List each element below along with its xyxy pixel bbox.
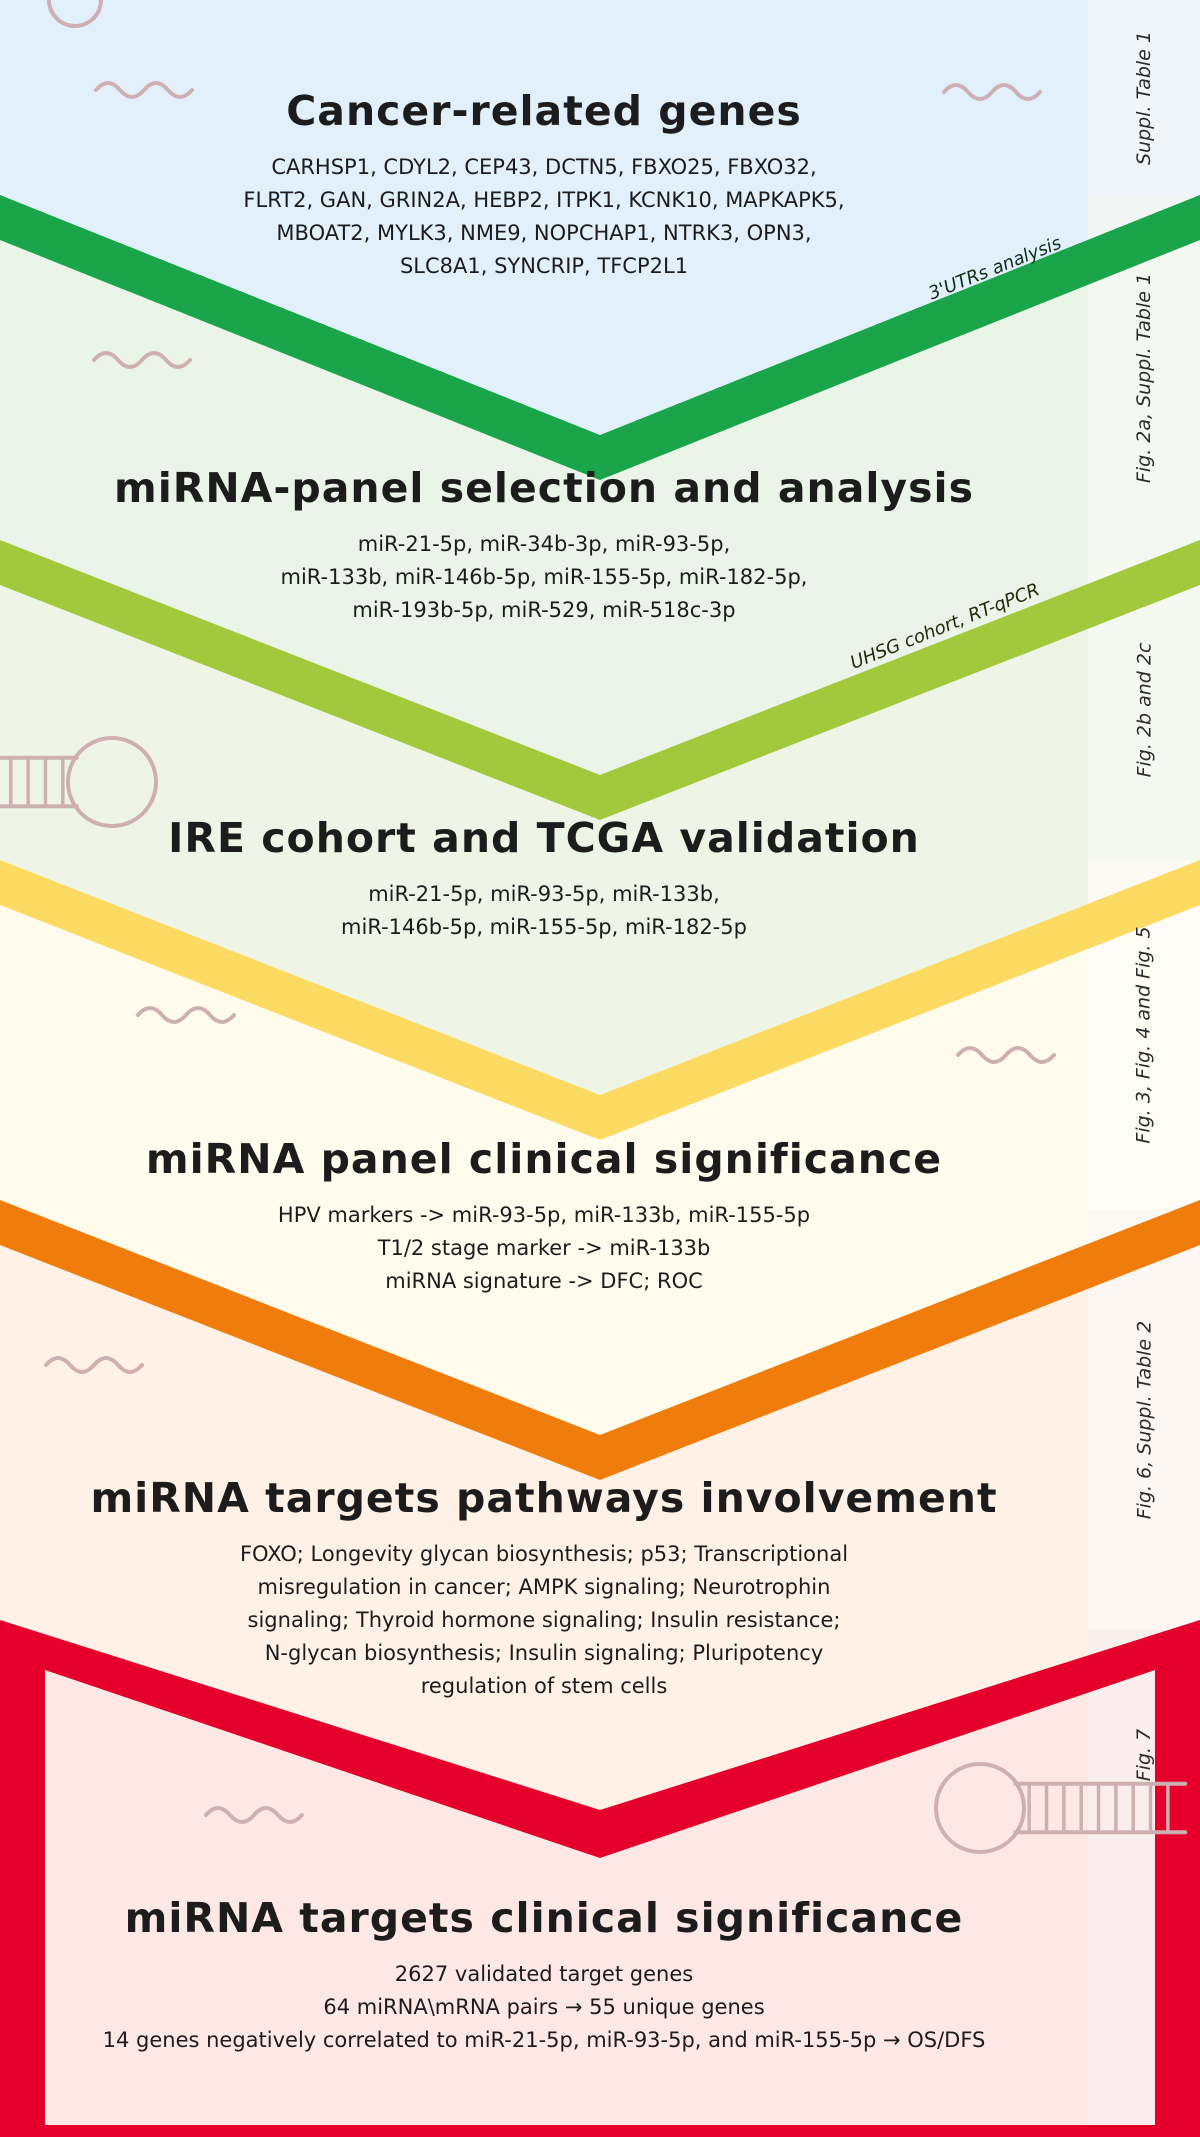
side-reference-text: Fig. 7 — [1133, 1728, 1155, 1782]
side-reference-text: Fig. 2a, Suppl. Table 1 — [1133, 272, 1155, 483]
side-reference-label: Fig. 2a, Suppl. Table 1 — [1088, 195, 1200, 560]
squiggle-decoration — [942, 83, 1042, 101]
stage-detail-line: 14 genes negatively correlated to miR-21… — [102, 2028, 986, 2052]
stage-detail-line: N-glycan biosynthesis; Insulin signaling… — [264, 1641, 824, 1665]
side-reference-text: Fig. 6, Suppl. Table 2 — [1133, 1320, 1156, 1520]
stage-detail-line: miR-133b, miR-146b-5p, miR-155-5p, miR-1… — [280, 565, 808, 589]
stage-title: miRNA targets pathways involvement — [90, 1474, 998, 1522]
squiggle-decoration — [94, 81, 194, 99]
side-reference-text: Fig. 3, Fig. 4 and Fig. 5 — [1133, 926, 1155, 1144]
stage-block: IRE cohort and TCGA validation miR-21-5p,… — [0, 812, 1088, 944]
hairpin-loop — [66, 736, 158, 828]
stage-details: FOXO; Longevity glycan biosynthesis; p53… — [0, 1538, 1088, 1703]
side-reference-label: Fig. 2b and 2c — [1088, 560, 1200, 860]
stage-detail-line: misregulation in cancer; AMPK signaling;… — [257, 1575, 831, 1599]
stage-detail-line: miR-21-5p, miR-34b-3p, miR-93-5p, — [357, 532, 731, 556]
side-reference-text: Fig. 2b and 2c — [1133, 642, 1156, 778]
stage-details: miR-21-5p, miR-93-5p, miR-133b, miR-146b-… — [0, 878, 1088, 944]
final-stage-frame — [0, 1620, 1200, 2137]
side-reference-label: Suppl. Table 1 — [1088, 0, 1200, 195]
stage-details: miR-21-5p, miR-34b-3p, miR-93-5p, miR-133… — [0, 528, 1088, 627]
stage-detail-line: miR-146b-5p, miR-155-5p, miR-182-5p — [341, 915, 747, 939]
stage-detail-line: SLC8A1, SYNCRIP, TFCP2L1 — [399, 254, 689, 278]
side-reference-label: Fig. 6, Suppl. Table 2 — [1088, 1210, 1200, 1630]
stage-detail-line: miRNA signature -> DFC; ROC — [385, 1269, 703, 1293]
stage-detail-line: FOXO; Longevity glycan biosynthesis; p53… — [239, 1542, 849, 1566]
stage-title: Cancer-related genes — [286, 87, 802, 135]
stage-title: miRNA targets clinical significance — [124, 1894, 964, 1942]
squiggle-decoration — [956, 1046, 1056, 1064]
stage-detail-line: 2627 validated target genes — [394, 1962, 694, 1986]
stage-detail-line: regulation of stem cells — [420, 1674, 668, 1698]
stage-title: IRE cohort and TCGA validation — [168, 814, 920, 862]
squiggle-decoration — [92, 351, 192, 369]
hairpin-loop — [47, 0, 103, 28]
stage-detail-line: 64 miRNA\mRNA pairs → 55 unique genes — [323, 1995, 765, 2019]
side-reference-label: Fig. 7 — [1088, 1630, 1200, 1880]
squiggle-decoration — [136, 1006, 236, 1024]
stage-detail-line: miR-21-5p, miR-93-5p, miR-133b, — [368, 882, 720, 906]
side-column-band — [1088, 0, 1200, 195]
stage-block: miRNA-panel selection and analysis miR-21… — [0, 462, 1088, 627]
rna-hairpin-decoration — [0, 736, 158, 828]
hairpin-loop — [934, 1762, 1026, 1854]
stage-details: HPV markers -> miR-93-5p, miR-133b, miR-… — [0, 1199, 1088, 1298]
stage-detail-line: signaling; Thyroid hormone signaling; In… — [247, 1608, 841, 1632]
stage-detail-line: miR-193b-5p, miR-529, miR-518c-3p — [352, 598, 736, 622]
side-reference-text: Suppl. Table 1 — [1133, 30, 1155, 165]
stage-detail-line: HPV markers -> miR-93-5p, miR-133b, miR-… — [277, 1203, 811, 1227]
side-reference-label: Fig. 3, Fig. 4 and Fig. 5 — [1088, 860, 1200, 1210]
stage-details: CARHSP1, CDYL2, CEP43, DCTN5, FBXO25, FB… — [0, 151, 1088, 283]
stage-details: 2627 validated target genes 64 miRNA\mRNA… — [0, 1958, 1088, 2057]
rna-hairpin-decoration — [934, 1762, 1188, 1854]
squiggle-decoration — [44, 1356, 144, 1374]
stage-detail-line: MBOAT2, MYLK3, NME9, NOPCHAP1, NTRK3, OP… — [276, 221, 812, 245]
stage-detail-line: FLRT2, GAN, GRIN2A, HEBP2, ITPK1, KCNK10… — [243, 188, 845, 212]
stage-block: Cancer-related genes CARHSP1, CDYL2, CEP4… — [0, 85, 1088, 283]
stage-detail-line: CARHSP1, CDYL2, CEP43, DCTN5, FBXO25, FB… — [271, 155, 817, 179]
stage-block: miRNA targets pathways involvement FOXO; … — [0, 1472, 1088, 1703]
stage-title: miRNA-panel selection and analysis — [113, 464, 975, 512]
squiggle-decoration — [204, 1806, 304, 1824]
stage-detail-line: T1/2 stage marker -> miR-133b — [377, 1236, 711, 1260]
stage-block: miRNA targets clinical significance 2627 … — [0, 1892, 1088, 2057]
rna-hairpin-decoration — [47, 0, 242, 28]
stage-title: miRNA panel clinical significance — [145, 1135, 943, 1183]
stage-block: miRNA panel clinical significance HPV mar… — [0, 1133, 1088, 1298]
